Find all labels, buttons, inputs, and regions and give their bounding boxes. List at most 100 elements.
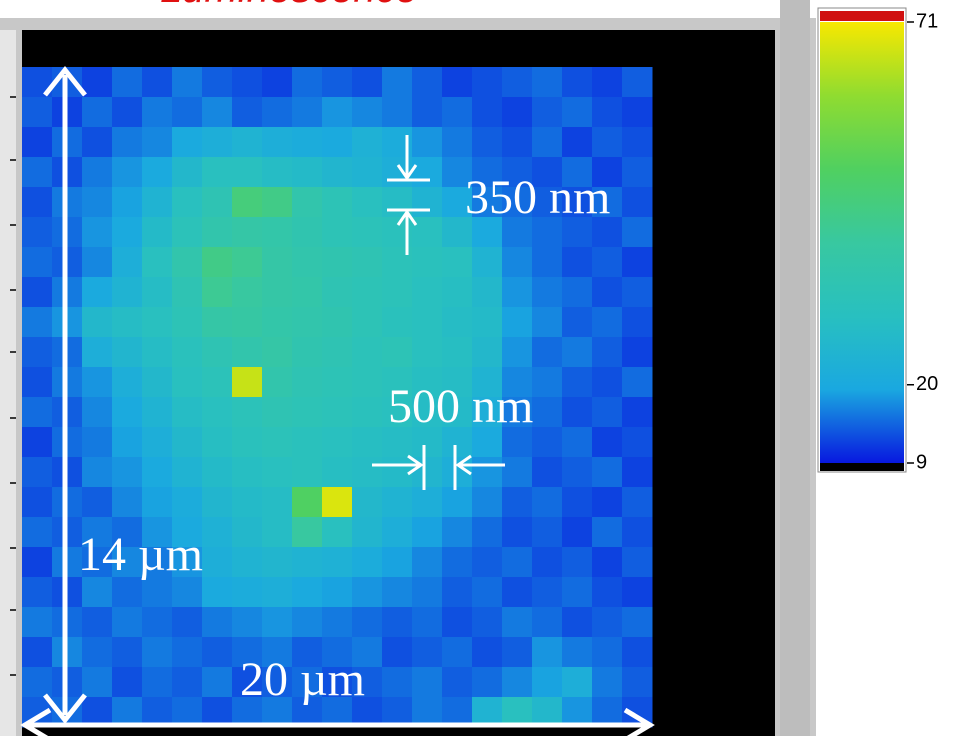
heatmap-cell [112,187,143,218]
heatmap-cell [142,277,173,308]
heatmap-cell [412,367,443,398]
heatmap-cell [502,337,533,368]
heatmap-cell [502,427,533,458]
heatmap-cell [502,607,533,638]
heatmap-cell [82,307,113,338]
heatmap-cell [322,487,353,518]
heatmap-cell [382,637,413,668]
heatmap-cell [352,607,383,638]
heatmap-cell [322,127,353,158]
heatmap-cell [172,157,203,188]
heatmap-cell [622,217,653,248]
heatmap-cell [232,607,263,638]
heatmap-cell [262,337,293,368]
heatmap-cell [352,547,383,578]
heatmap-cell [382,337,413,368]
heatmap-cell [472,607,503,638]
heatmap-cell [292,607,323,638]
heatmap-cell [412,97,443,128]
heatmap-cell [142,457,173,488]
heatmap-cell [262,157,293,188]
heatmap-cell [472,397,503,428]
heatmap-cell [592,607,623,638]
heatmap-cell [262,217,293,248]
gap-arrows [372,135,505,490]
heatmap-cell [262,97,293,128]
heatmap-cell [292,697,323,728]
heatmap-cell [142,337,173,368]
heatmap-cell [322,457,353,488]
heatmap-cell [82,397,113,428]
heatmap-cell [172,697,203,728]
heatmap-cell [502,247,533,278]
heatmap-cell [172,247,203,278]
heatmap-cell [262,667,293,698]
heatmap-cell [232,667,263,698]
heatmap-cell [412,67,443,98]
axis-ticks [10,96,16,676]
heatmap-cell [532,457,563,488]
heatmap-cell [142,607,173,638]
heatmap-cell [82,247,113,278]
heatmap-cell [202,517,233,548]
heatmap-cell [322,367,353,398]
heatmap-cell [442,637,473,668]
heatmap-cell [172,97,203,128]
heatmap-cell [502,637,533,668]
heatmap-cell [112,547,143,578]
heatmap-cell [112,457,143,488]
heatmap-cell [322,427,353,458]
heatmap-cell [292,217,323,248]
heatmap-cell [22,517,53,548]
heatmap-cell [532,247,563,278]
heatmap-cell [82,457,113,488]
chart-title: Luminescence [160,0,418,11]
heatmap-cell [412,337,443,368]
heatmap-cell [412,517,443,548]
heatmap-cell [172,637,203,668]
heatmap-cell [22,187,53,218]
heatmap-cell [352,637,383,668]
heatmap-cell [232,277,263,308]
heatmap-cell [232,427,263,458]
heatmap-cell [22,217,53,248]
heatmap-cell [442,487,473,518]
heatmap-cell [442,547,473,578]
heatmap-cell [172,307,203,338]
heatmap-cell [292,397,323,428]
heatmap-cell [622,517,653,548]
heatmap-cell [322,397,353,428]
colorbar-over [820,11,904,21]
heatmap-cell [502,97,533,128]
heatmap-cell [382,487,413,518]
annotation-arrows [20,65,655,736]
heatmap-cell [202,277,233,308]
heatmap-cell [502,277,533,308]
heatmap-cell [622,97,653,128]
heatmap-cell [142,577,173,608]
heatmap-cell [292,127,323,158]
heatmap-cell [82,667,113,698]
heatmap-cell [142,217,173,248]
heatmap-cell [262,187,293,218]
heatmap-cell [472,97,503,128]
heatmap-cell [262,67,293,98]
heatmap-cell [442,187,473,218]
heatmap-cell [502,697,533,728]
heatmap-cell [562,667,593,698]
heatmap-cell [382,397,413,428]
heatmap-cell [532,307,563,338]
heatmap-cell [592,517,623,548]
heatmap-cell [112,667,143,698]
heatmap-cell [322,337,353,368]
heatmap-cell [382,577,413,608]
heatmap-cell [562,577,593,608]
heatmap-cell [352,217,383,248]
heatmap-cell [112,517,143,548]
heatmap-cell [352,667,383,698]
heatmap-cell [112,307,143,338]
heatmap-cell [352,577,383,608]
heatmap-cell [322,607,353,638]
heatmap-cell [502,397,533,428]
heatmap-cell [22,427,53,458]
